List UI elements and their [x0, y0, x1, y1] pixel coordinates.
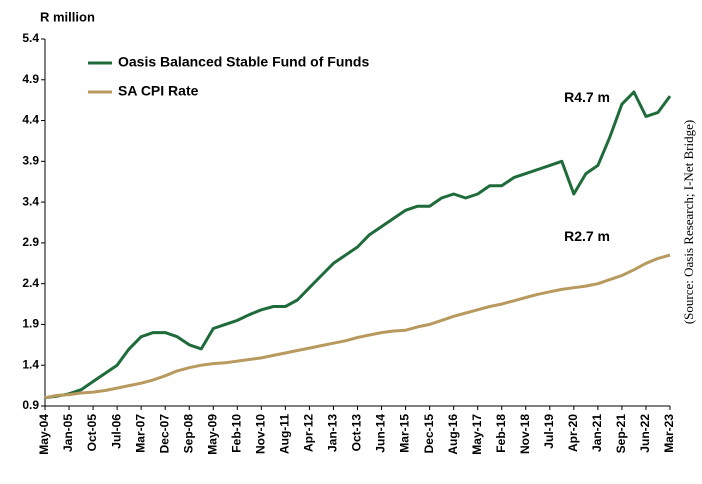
y-tick-label: 4.4 — [22, 113, 39, 127]
x-tick-label: Nov-18 — [518, 414, 532, 454]
x-tick-label: Mar-23 — [662, 414, 676, 453]
x-tick-label: Jul-19 — [542, 414, 556, 449]
y-tick-label: 1.9 — [22, 317, 39, 331]
series-line — [44, 90, 672, 400]
y-tick-label: 5.4 — [22, 31, 39, 45]
y-tick-label: 4.9 — [22, 72, 39, 86]
y-tick-label: 1.4 — [22, 357, 39, 371]
annotation: R4.7 m — [564, 89, 610, 105]
x-tick-label: Nov-10 — [254, 414, 268, 454]
x-tick-label: Feb-18 — [494, 414, 508, 453]
x-tick-label: Mar-15 — [398, 414, 412, 453]
annotation: R2.7 m — [564, 228, 610, 244]
series-line — [44, 253, 671, 400]
y-tick-label: 0.9 — [22, 398, 39, 412]
x-tick-label: Dec-07 — [157, 414, 171, 454]
source-note: (Source: Oasis Research; I-Net Bridge) — [681, 120, 696, 324]
x-tick-label: May-04 — [37, 414, 51, 455]
x-tick-label: Sep-08 — [181, 414, 195, 454]
x-tick-label: Jan-05 — [61, 414, 75, 452]
x-tick-label: Dec-15 — [422, 414, 436, 454]
x-tick-label: Apr-12 — [302, 414, 316, 452]
legend-label: Oasis Balanced Stable Fund of Funds — [118, 54, 369, 70]
x-tick-label: Jun-14 — [374, 414, 388, 453]
y-tick-label: 2.4 — [22, 276, 39, 290]
x-tick-label: Aug-11 — [278, 414, 292, 454]
y-axis-label: R million — [40, 9, 95, 24]
x-tick-label: Jan-21 — [590, 414, 604, 452]
y-tick-label: 2.9 — [22, 235, 39, 249]
x-tick-label: Oct-05 — [85, 414, 99, 452]
x-tick-label: Apr-20 — [566, 414, 580, 452]
x-tick-label: Feb-10 — [229, 414, 243, 453]
x-tick-label: Mar-07 — [133, 414, 147, 453]
x-tick-label: Oct-13 — [350, 414, 364, 452]
x-tick-label: May-09 — [205, 414, 219, 455]
legend-label: SA CPI Rate — [118, 83, 199, 99]
y-tick-label: 3.9 — [22, 154, 39, 168]
x-tick-label: Aug-16 — [446, 414, 460, 455]
y-tick-label: 3.4 — [22, 194, 39, 208]
x-tick-label: Jan-13 — [326, 414, 340, 452]
x-tick-label: Jul-06 — [109, 414, 123, 449]
x-tick-label: Sep-21 — [614, 414, 628, 454]
x-tick-label: Jun-22 — [638, 414, 652, 453]
x-tick-label: May-17 — [470, 414, 484, 455]
